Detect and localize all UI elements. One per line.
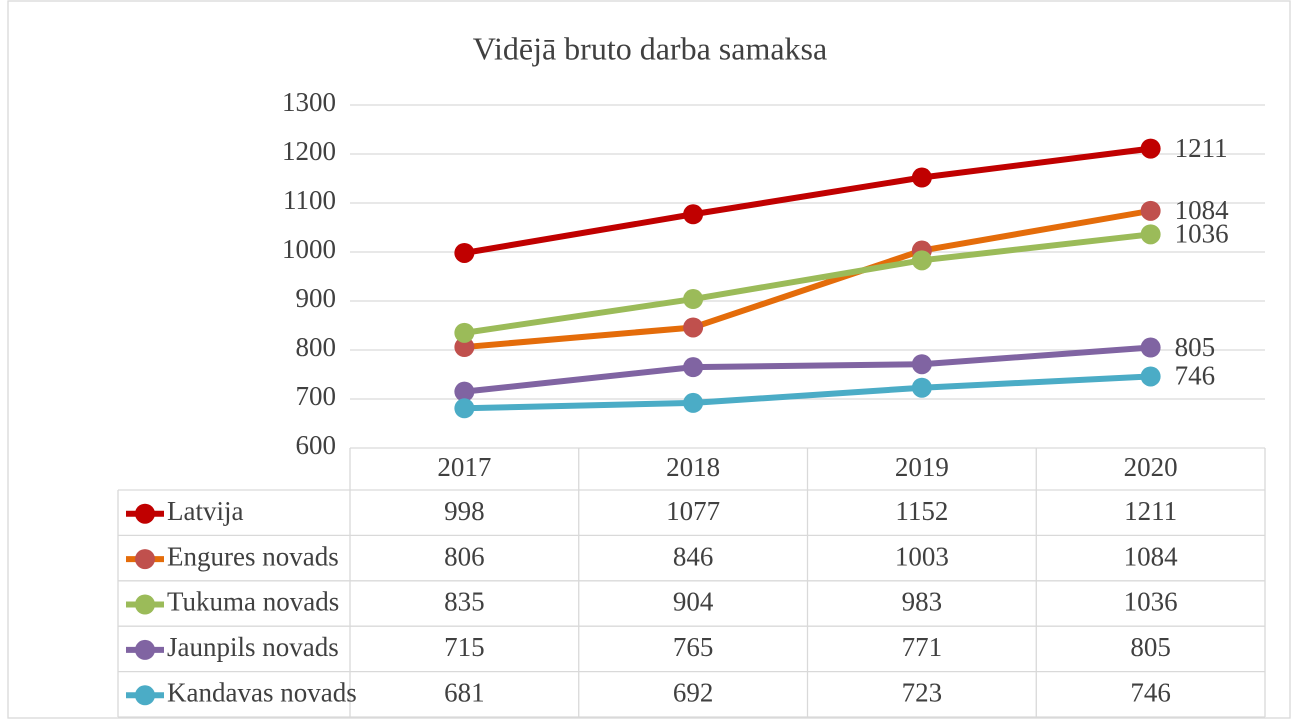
table-cell: 904 xyxy=(673,587,714,617)
table-cell: 805 xyxy=(1130,632,1171,662)
y-tick-label: 1200 xyxy=(282,136,336,166)
marker xyxy=(911,250,932,271)
table-cell: 692 xyxy=(673,678,714,708)
marker xyxy=(454,242,475,263)
data-label: 1036 xyxy=(1175,219,1229,249)
marker xyxy=(683,289,704,310)
table-cell: 715 xyxy=(444,632,485,662)
table-cell: 806 xyxy=(444,541,485,571)
data-label: 746 xyxy=(1175,361,1216,391)
marker xyxy=(454,398,475,419)
legend-label: Tukuma novads xyxy=(167,587,339,617)
legend-label: Engures novads xyxy=(167,541,339,571)
y-tick-label: 600 xyxy=(296,430,337,460)
y-tick-label: 1100 xyxy=(283,185,336,215)
data-label: 1084 xyxy=(1175,195,1230,225)
y-tick-label: 1000 xyxy=(282,234,336,264)
table-cell: 1077 xyxy=(666,496,720,526)
legend-label: Jaunpils novads xyxy=(167,632,339,662)
x-tick-label: 2020 xyxy=(1124,452,1178,482)
table-cell: 846 xyxy=(673,541,714,571)
table-cell: 681 xyxy=(444,678,485,708)
marker xyxy=(1140,138,1161,159)
x-tick-label: 2019 xyxy=(895,452,949,482)
marker xyxy=(911,354,932,375)
marker xyxy=(683,357,704,378)
legend-marker xyxy=(135,503,155,524)
legend-label: Latvija xyxy=(167,496,243,526)
table-cell: 1036 xyxy=(1124,587,1178,617)
marker xyxy=(911,167,932,188)
marker xyxy=(1140,200,1161,221)
marker xyxy=(911,377,932,398)
table-cell: 835 xyxy=(444,587,485,617)
marker xyxy=(683,317,704,338)
line xyxy=(464,207,1152,351)
y-tick-label: 900 xyxy=(296,283,337,313)
table-cell: 765 xyxy=(673,632,714,662)
table-cell: 998 xyxy=(444,496,485,526)
data-label: 1211 xyxy=(1175,133,1228,163)
y-tick-label: 700 xyxy=(296,381,337,411)
x-tick-label: 2018 xyxy=(666,452,720,482)
line xyxy=(464,373,1151,412)
table-cell: 1003 xyxy=(895,541,949,571)
legend-marker xyxy=(135,639,155,660)
table-cell: 746 xyxy=(1130,678,1171,708)
marker xyxy=(1140,366,1161,387)
marker xyxy=(1140,337,1161,358)
marker xyxy=(683,204,704,225)
table-cell: 723 xyxy=(902,678,943,708)
table-cell: 1084 xyxy=(1124,541,1179,571)
data-label: 805 xyxy=(1175,332,1216,362)
table-cell: 983 xyxy=(902,587,943,617)
x-tick-label: 2017 xyxy=(437,452,491,482)
marker xyxy=(454,381,475,402)
legend-marker xyxy=(135,594,155,615)
marker xyxy=(1140,224,1161,245)
chart-title: Vidējā bruto darba samaksa xyxy=(473,30,827,66)
y-tick-label: 800 xyxy=(296,332,337,362)
legend-label: Kandavas novads xyxy=(167,678,357,708)
marker xyxy=(454,337,475,358)
y-tick-label: 1300 xyxy=(282,87,336,117)
marker xyxy=(683,392,704,413)
chart-frame xyxy=(7,0,1291,719)
line xyxy=(463,145,1152,256)
legend-marker xyxy=(135,685,155,706)
line xyxy=(464,344,1151,395)
table-cell: 771 xyxy=(902,632,943,662)
table-cell: 1152 xyxy=(895,496,948,526)
legend-marker xyxy=(135,549,155,570)
line xyxy=(463,231,1151,336)
marker xyxy=(454,322,475,343)
table-cell: 1211 xyxy=(1124,496,1177,526)
